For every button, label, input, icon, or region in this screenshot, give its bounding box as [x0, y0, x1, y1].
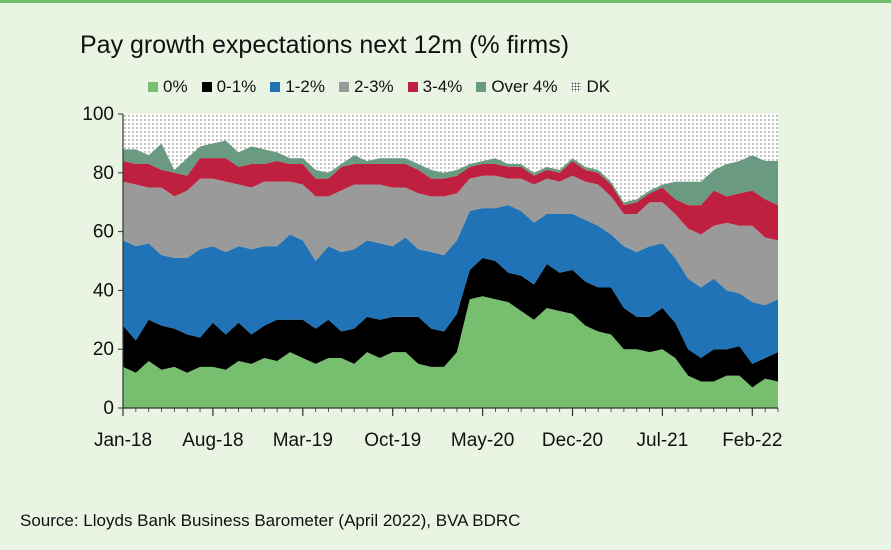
legend-label: 3-4% — [422, 77, 463, 96]
series-area-6 — [123, 114, 778, 203]
series-area-3 — [123, 175, 778, 306]
legend-swatch — [476, 82, 487, 92]
legend-swatch — [338, 82, 349, 92]
y-tick-label: 40 — [93, 280, 114, 301]
legend-label: 1-2% — [285, 77, 325, 96]
legend-item: 0% — [148, 77, 188, 97]
x-tick-label: Jan-18 — [94, 430, 152, 451]
x-tick-label: Oct-19 — [364, 430, 421, 451]
legend-swatch — [270, 82, 281, 92]
legend-label: 0-1% — [216, 77, 257, 96]
legend-label: 2-3% — [353, 77, 394, 96]
x-tick-label: Feb-22 — [722, 430, 782, 451]
series-area-0 — [123, 296, 778, 408]
y-tick-label: 20 — [93, 339, 114, 360]
legend-item: 0-1% — [201, 77, 257, 97]
y-tick-label: 0 — [103, 398, 114, 419]
series-areas — [123, 114, 778, 408]
legend-swatch — [571, 82, 582, 92]
x-tick-label: Dec-20 — [542, 430, 603, 451]
chart-title: Pay growth expectations next 12m (% firm… — [80, 31, 570, 59]
legend-label: DK — [586, 77, 611, 96]
legend-label: 0% — [163, 77, 188, 96]
series-area-1 — [123, 258, 778, 388]
legend-swatch — [148, 82, 158, 92]
legend-item: DK — [571, 77, 610, 97]
x-tick-label: Jul-21 — [637, 430, 689, 451]
legend-item: 3-4% — [407, 77, 463, 97]
series-area-2 — [123, 205, 778, 364]
x-tick-label: Mar-19 — [273, 430, 333, 451]
legend-swatch — [201, 82, 212, 92]
area-chart: 0 20 40 60 80 100 Jan-18 Aug-18 Mar-19 Oct-19 May-… — [82, 104, 782, 451]
y-tick-label: 80 — [93, 163, 114, 184]
legend-item: 2-3% — [338, 77, 394, 97]
chart-legend: 0% 0-1% 1-2% 2-3% 3-4% Over 4% DK — [148, 77, 624, 97]
source-note: Source: Lloyds Bank Business Barometer (… — [20, 511, 521, 530]
chart-axes: 0 20 40 60 80 100 Jan-18 Aug-18 Mar-19 Oct-19 May-… — [82, 104, 782, 451]
legend-swatch — [407, 82, 418, 92]
series-area-4 — [123, 158, 778, 241]
y-tick-label: 60 — [93, 222, 114, 243]
legend-label: Over 4% — [491, 77, 558, 96]
legend-item: 1-2% — [270, 77, 325, 97]
legend-item: Over 4% — [476, 77, 557, 97]
series-area-5 — [123, 140, 778, 206]
x-tick-label: Aug-18 — [182, 430, 243, 451]
x-tick-label: May-20 — [451, 430, 514, 451]
y-tick-label: 100 — [82, 104, 114, 125]
